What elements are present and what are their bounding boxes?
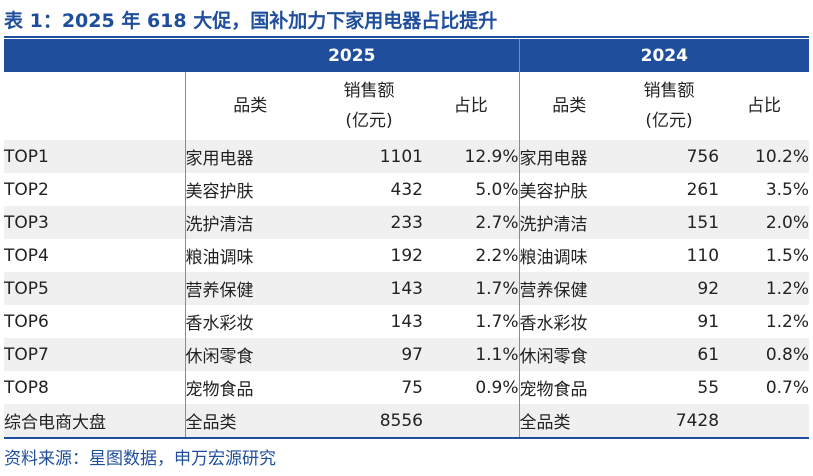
sales-2024-cell: 261: [686, 179, 720, 200]
sales-2025-cell: 97: [315, 338, 423, 371]
total-label-cell: 综合电商大盘: [4, 404, 185, 439]
header-sales-2025: 销售额 (亿元): [315, 72, 423, 140]
rank-cell: TOP3: [4, 206, 185, 239]
category-2025-cell: 香水彩妆: [184, 305, 315, 338]
header-sales-line2: (亿元): [345, 111, 393, 131]
sales-2024-cell: 61: [619, 338, 720, 371]
table-row: TOP7 休闲零食 97 1.1% 休闲零食 61 0.8%: [4, 338, 810, 371]
header-sales-line2: (亿元): [645, 111, 693, 131]
category-2024-cell: 宠物食品: [518, 371, 620, 404]
column-header-row: 品类 销售额 (亿元) 占比 品类 销售额 (亿元) 占比: [4, 72, 809, 140]
header-blank: [4, 72, 185, 140]
year-header-row: 2025 2024: [4, 39, 810, 72]
total-sales-2025-cell: 8556: [315, 404, 423, 439]
category-2025-cell: 粮油调味: [184, 239, 315, 272]
rank-cell: TOP8: [4, 377, 49, 398]
category-2024-cell: 休闲零食: [518, 338, 620, 371]
rank-cell: TOP4: [4, 245, 49, 266]
rank-cell: TOP6: [4, 311, 49, 332]
sales-2025-cell: 75: [401, 377, 423, 398]
header-share-2024: 占比: [747, 96, 782, 116]
sales-2024-cell: 151: [619, 206, 720, 239]
header-sales-2024: 销售额 (亿元): [619, 72, 719, 140]
table-row: TOP1 家用电器 1101 12.9% 家用电器 756 10.2%: [4, 140, 810, 173]
sales-2025-cell: 432: [390, 179, 423, 200]
sales-2025-cell: 233: [315, 206, 423, 239]
sales-2025-cell: 1101: [315, 140, 423, 173]
total-share-2024-cell: [719, 404, 810, 439]
sales-2024-cell: 91: [697, 311, 720, 332]
share-2025-cell: 12.9%: [423, 140, 520, 173]
category-2024-cell: 香水彩妆: [518, 305, 620, 338]
share-2024-cell: 1.2%: [765, 311, 810, 332]
category-2025-cell: 美容护肤: [184, 173, 315, 206]
sales-2025-cell: 143: [390, 311, 423, 332]
header-sales-line1: 销售额: [643, 81, 695, 101]
share-2024-cell: 1.2%: [719, 272, 810, 305]
table-row: TOP6 香水彩妆 143 1.7% 香水彩妆 91 1.2%: [4, 305, 809, 338]
category-2024-cell: 粮油调味: [518, 239, 620, 272]
sales-ranking-table: 2025 2024 品类 销售额 (亿元) 占比 品类 销售额 (亿元) 占比 TO…: [4, 39, 810, 439]
total-category-2025-cell: 全品类: [184, 404, 315, 439]
share-2024-cell: 0.8%: [719, 338, 810, 371]
share-2024-cell: 0.7%: [765, 377, 810, 398]
year-header-2024: 2024: [518, 39, 810, 72]
sales-2025-cell: 192: [390, 245, 423, 266]
table-row: TOP8 宠物食品 75 0.9% 宠物食品 55 0.7%: [4, 371, 809, 404]
category-2025-cell: 家用电器: [184, 140, 315, 173]
share-2025-cell: 1.7%: [475, 311, 519, 332]
source-note: 资料来源：星图数据，申万宏源研究: [4, 449, 276, 469]
total-category-2024-cell: 全品类: [518, 404, 620, 439]
year-header-blank: [4, 39, 185, 72]
category-2025-cell: 宠物食品: [184, 371, 315, 404]
total-sales-2024-cell: 7428: [619, 404, 720, 439]
sales-2024-cell: 55: [697, 377, 720, 398]
table-row: TOP2 美容护肤 432 5.0% 美容护肤 261 3.5%: [4, 173, 809, 206]
share-2025-cell: 2.2%: [475, 245, 519, 266]
share-2024-cell: 2.0%: [719, 206, 810, 239]
share-2025-cell: 1.7%: [423, 272, 520, 305]
category-2025-cell: 营养保健: [184, 272, 315, 305]
share-2025-cell: 2.7%: [423, 206, 520, 239]
sales-2024-cell: 92: [619, 272, 720, 305]
table-row: TOP3 洗护清洁 233 2.7% 洗护清洁 151 2.0%: [4, 206, 810, 239]
rank-cell: TOP2: [4, 179, 49, 200]
rank-cell: TOP7: [4, 338, 185, 371]
rank-cell: TOP1: [4, 140, 185, 173]
share-2025-cell: 5.0%: [475, 179, 519, 200]
category-2024-cell: 营养保健: [518, 272, 620, 305]
category-2024-cell: 洗护清洁: [518, 206, 620, 239]
header-sales-line1: 销售额: [343, 81, 395, 101]
share-2024-cell: 1.5%: [765, 245, 810, 266]
table-title: 表 1：2025 年 618 大促，国补加力下家用电器占比提升: [4, 10, 498, 32]
sales-2025-cell: 143: [315, 272, 423, 305]
total-row: 综合电商大盘 全品类 8556 全品类 7428: [4, 404, 810, 439]
share-2025-cell: 0.9%: [475, 377, 519, 398]
header-category-2024: 品类: [518, 72, 620, 140]
rank-cell: TOP5: [4, 272, 185, 305]
sales-2024-cell: 110: [686, 245, 720, 266]
category-2024-cell: 美容护肤: [518, 173, 620, 206]
header-share-2025: 占比: [453, 96, 488, 116]
category-2025-cell: 洗护清洁: [184, 206, 315, 239]
header-category-2025: 品类: [184, 72, 315, 140]
table-row: TOP4 粮油调味 192 2.2% 粮油调味 110 1.5%: [4, 239, 809, 272]
year-header-2025: 2025: [185, 39, 520, 72]
category-2024-cell: 家用电器: [518, 140, 620, 173]
share-2024-cell: 3.5%: [765, 179, 810, 200]
table-row: TOP5 营养保健 143 1.7% 营养保健 92 1.2%: [4, 272, 810, 305]
share-2025-cell: 1.1%: [423, 338, 520, 371]
total-share-2025-cell: [423, 404, 520, 439]
category-2025-cell: 休闲零食: [184, 338, 315, 371]
sales-2024-cell: 756: [619, 140, 720, 173]
share-2024-cell: 10.2%: [719, 140, 810, 173]
title-rule: [4, 36, 809, 38]
